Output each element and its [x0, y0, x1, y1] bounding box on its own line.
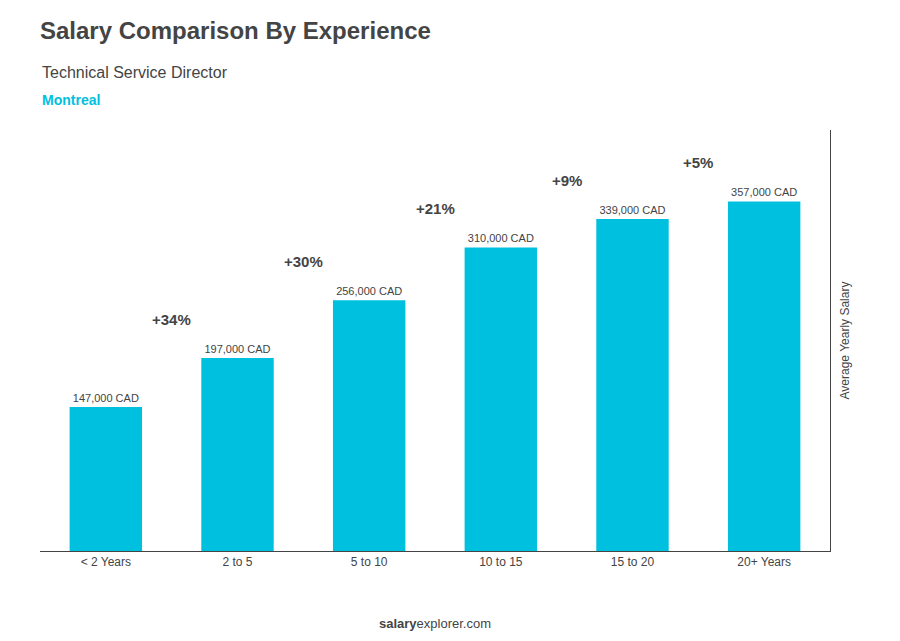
- svg-text:20+ Years: 20+ Years: [737, 555, 791, 569]
- svg-text:15 to 20: 15 to 20: [611, 555, 655, 569]
- svg-text:256,000 CAD: 256,000 CAD: [336, 285, 402, 297]
- svg-text:2 to 5: 2 to 5: [222, 555, 252, 569]
- svg-text:salaryexplorer.com: salaryexplorer.com: [379, 616, 491, 631]
- svg-text:Average Yearly Salary: Average Yearly Salary: [838, 282, 852, 400]
- svg-text:310,000 CAD: 310,000 CAD: [468, 232, 534, 244]
- svg-text:+30%: +30%: [284, 253, 323, 270]
- svg-text:Technical Service Director: Technical Service Director: [42, 64, 228, 81]
- svg-text:147,000 CAD: 147,000 CAD: [73, 392, 139, 404]
- svg-text:357,000 CAD: 357,000 CAD: [731, 186, 797, 198]
- svg-text:10 to 15: 10 to 15: [479, 555, 523, 569]
- svg-text:+21%: +21%: [416, 200, 455, 217]
- svg-text:Salary Comparison By Experienc: Salary Comparison By Experience: [40, 17, 431, 44]
- svg-text:+34%: +34%: [152, 311, 191, 328]
- svg-text:+5%: +5%: [683, 154, 713, 171]
- svg-text:5 to 10: 5 to 10: [351, 555, 388, 569]
- svg-text:197,000 CAD: 197,000 CAD: [204, 343, 270, 355]
- svg-text:< 2 Years: < 2 Years: [81, 555, 131, 569]
- svg-text:Montreal: Montreal: [42, 92, 100, 108]
- svg-text:+9%: +9%: [552, 172, 582, 189]
- svg-text:339,000 CAD: 339,000 CAD: [599, 204, 665, 216]
